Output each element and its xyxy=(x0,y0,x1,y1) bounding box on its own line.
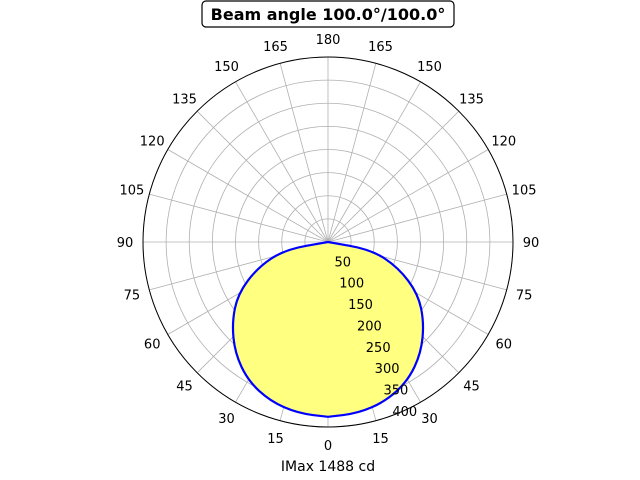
title-text: Beam angle 100.0°/100.0° xyxy=(211,5,446,24)
grid-spoke xyxy=(196,110,329,243)
angle-tick-label: 90 xyxy=(523,236,540,251)
radial-tick-label: 100 xyxy=(339,277,364,292)
angle-tick-label: 75 xyxy=(124,289,141,304)
angle-tick-label: 180 xyxy=(316,33,341,48)
angle-tick-label: 165 xyxy=(263,40,288,55)
angle-tick-label: 150 xyxy=(214,60,239,75)
angle-tick-label: 30 xyxy=(421,412,438,427)
angle-tick-label: 60 xyxy=(496,338,513,353)
radial-tick-label: 250 xyxy=(366,341,391,356)
angle-tick-label: 165 xyxy=(368,40,393,55)
data-layer xyxy=(231,240,425,418)
grid-spoke xyxy=(327,149,489,243)
angle-tick-label: 30 xyxy=(218,412,235,427)
grid-spoke xyxy=(279,63,329,243)
angle-tick-label: 135 xyxy=(459,93,484,108)
chart-title: Beam angle 100.0°/100.0° xyxy=(201,0,455,28)
radial-tick-label: 400 xyxy=(392,405,417,420)
radial-tick-label: 150 xyxy=(348,298,373,313)
radial-tick-label: 350 xyxy=(383,384,408,399)
angle-tick-label: 105 xyxy=(512,184,537,199)
angle-tick-labels: 180 1651501351201059075604530150153045607… xyxy=(117,33,540,454)
angle-tick-label: 120 xyxy=(491,135,516,150)
angle-tick-label: 90 xyxy=(117,236,134,251)
x-axis-label: IMax 1488 cd xyxy=(281,459,375,475)
angle-tick-label: 150 xyxy=(417,60,442,75)
angle-tick-label: 60 xyxy=(144,338,161,353)
series-0-line xyxy=(231,240,425,418)
angle-tick-label: 45 xyxy=(463,380,480,395)
grid-spoke xyxy=(327,110,460,243)
angle-tick-label: 120 xyxy=(140,135,165,150)
angle-tick-label: 15 xyxy=(372,432,389,447)
grid-spoke xyxy=(235,81,329,243)
grid-spoke xyxy=(167,149,329,243)
angle-tick-label: 0 xyxy=(324,439,332,454)
angle-tick-label: 135 xyxy=(172,93,197,108)
grid-spoke xyxy=(327,193,507,243)
polar-frame xyxy=(142,56,514,428)
angle-tick-label: 45 xyxy=(176,380,193,395)
angle-tick-label: 75 xyxy=(516,289,533,304)
angle-tick-label: 15 xyxy=(267,432,284,447)
angle-tick-label: 105 xyxy=(119,184,144,199)
radial-tick-label: 300 xyxy=(375,362,400,377)
radial-tick-label: 200 xyxy=(357,320,382,335)
radial-tick-labels: 50 100 150 200 250 300 350 400 xyxy=(335,255,418,420)
title-box xyxy=(201,0,455,28)
grid-spoke xyxy=(149,193,329,243)
grid-spoke xyxy=(327,63,377,243)
grid-spoke xyxy=(327,81,421,243)
radial-tick-label: 50 xyxy=(335,255,352,270)
series-0-area xyxy=(232,242,424,417)
